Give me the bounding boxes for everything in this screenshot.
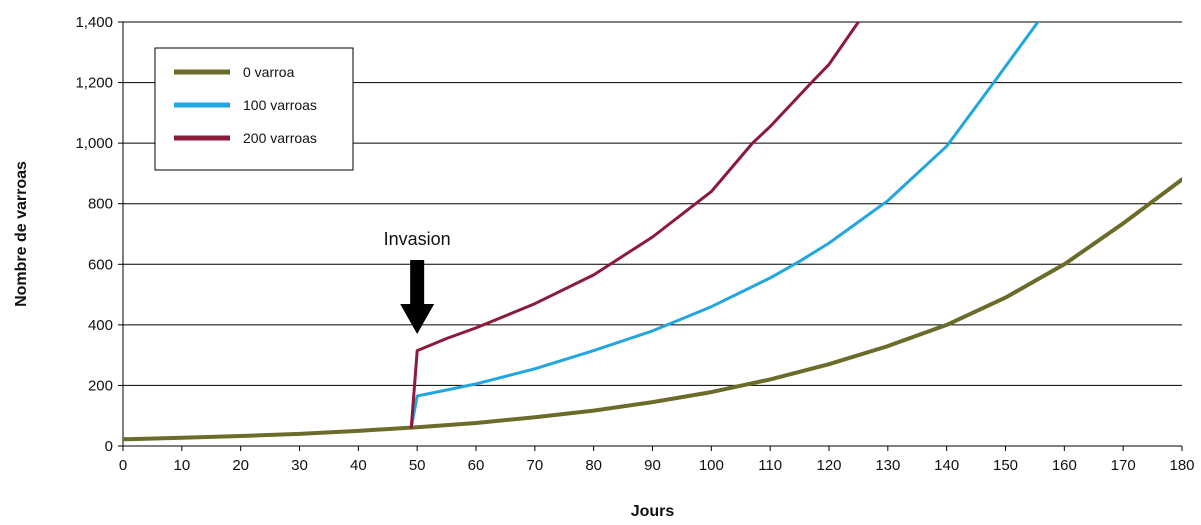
x-tick-label: 130 bbox=[875, 457, 900, 474]
series-line-200-varroas bbox=[409, 22, 860, 429]
y-tick-label: 1,000 bbox=[75, 135, 113, 152]
y-tick-label: 1,400 bbox=[75, 14, 113, 31]
invasion-annotation: Invasion bbox=[384, 229, 451, 334]
x-tick-label: 100 bbox=[699, 457, 724, 474]
legend-label-100-varroas: 100 varroas bbox=[243, 97, 317, 113]
series-lines bbox=[123, 22, 1182, 442]
x-tick-label: 80 bbox=[585, 457, 602, 474]
x-tick-label: 30 bbox=[291, 457, 308, 474]
legend: 0 varroa 100 varroas 200 varroas bbox=[154, 47, 354, 171]
x-tick-label: 170 bbox=[1111, 457, 1136, 474]
x-tick-label: 20 bbox=[232, 457, 249, 474]
legend-label-200-varroas: 200 varroas bbox=[243, 130, 317, 146]
x-axis-ticks: 0 10 20 30 40 50 60 70 80 90 100 110 120 130 140 150 160… bbox=[119, 446, 1195, 474]
annotation-label: Invasion bbox=[384, 229, 451, 249]
x-tick-label: 120 bbox=[816, 457, 841, 474]
x-tick-label: 140 bbox=[934, 457, 959, 474]
y-tick-label: 600 bbox=[88, 256, 113, 273]
y-tick-label: 400 bbox=[88, 317, 113, 334]
x-axis-title: Jours bbox=[631, 503, 675, 520]
x-tick-label: 110 bbox=[758, 457, 782, 474]
y-axis-title: Nombre de varroas bbox=[13, 161, 30, 307]
x-tick-label: 50 bbox=[409, 457, 426, 474]
y-tick-label: 200 bbox=[88, 377, 113, 394]
legend-box bbox=[154, 47, 354, 171]
y-tick-label: 0 bbox=[105, 438, 113, 455]
x-tick-label: 60 bbox=[468, 457, 485, 474]
x-tick-label: 0 bbox=[119, 457, 127, 474]
x-tick-label: 150 bbox=[993, 457, 1018, 474]
x-tick-label: 70 bbox=[526, 457, 543, 474]
y-tick-label: 1,200 bbox=[75, 75, 113, 92]
down-arrow-icon bbox=[400, 260, 435, 334]
x-tick-label: 40 bbox=[350, 457, 367, 474]
x-tick-label: 180 bbox=[1169, 457, 1194, 474]
y-tick-label: 800 bbox=[88, 196, 113, 213]
x-tick-label: 90 bbox=[644, 457, 661, 474]
series-line-100-varroas bbox=[409, 22, 1040, 429]
series-line-0-varroa bbox=[123, 177, 1182, 442]
y-axis-ticks: 0 200 400 600 800 1,000 1,200 1,400 bbox=[75, 14, 123, 455]
legend-label-0-varroa: 0 varroa bbox=[243, 64, 295, 80]
x-tick-label: 10 bbox=[173, 457, 190, 474]
x-tick-label: 160 bbox=[1052, 457, 1077, 474]
